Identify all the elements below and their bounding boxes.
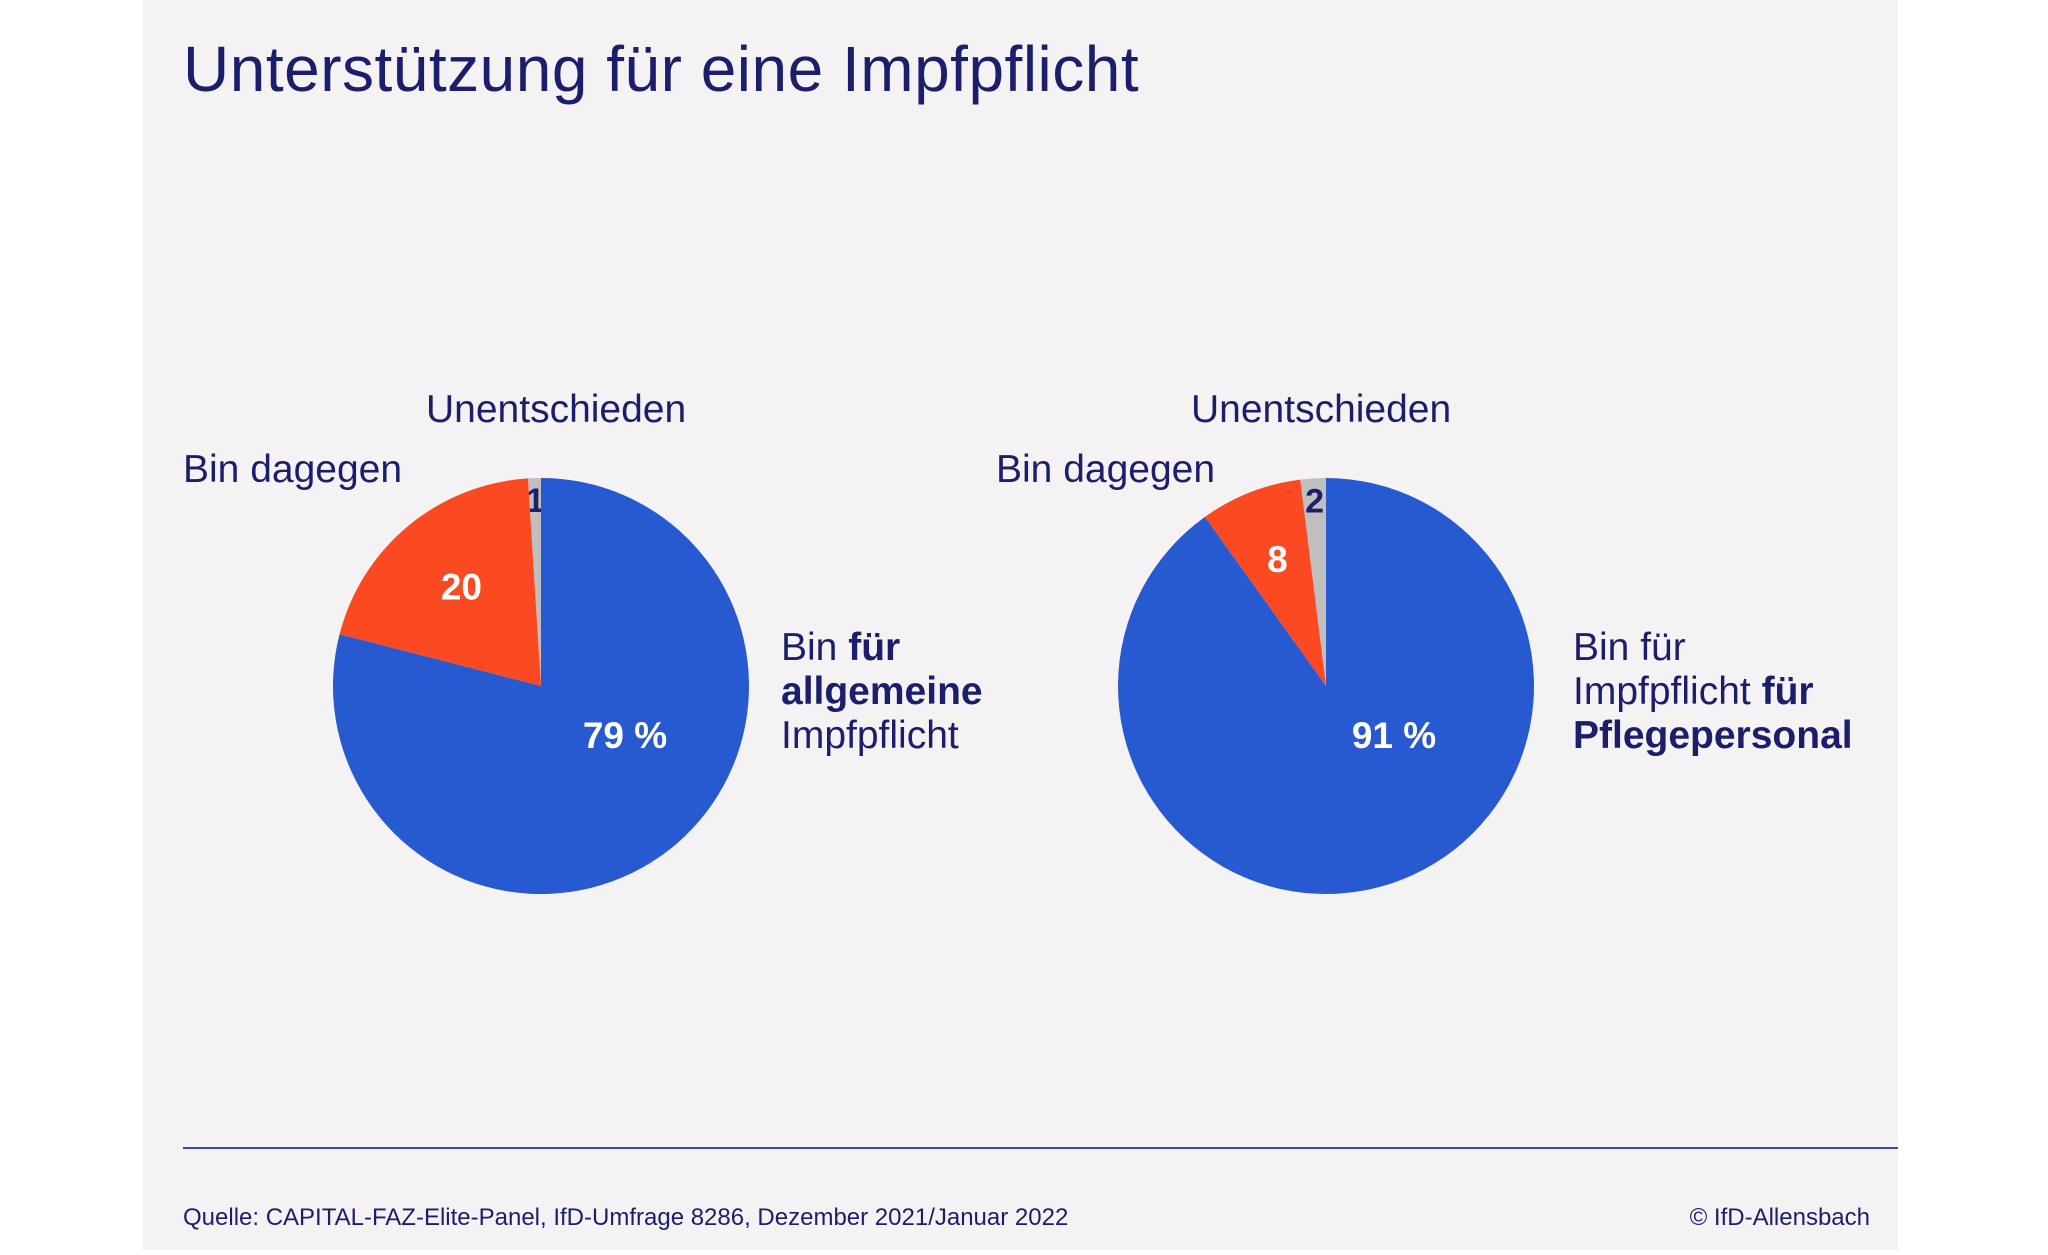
value-label-against: 8: [1267, 539, 1288, 580]
description-line: Impfpflicht für: [1573, 670, 1853, 714]
source-note: Quelle: CAPITAL-FAZ-Elite-Panel, IfD-Umf…: [183, 1204, 1069, 1231]
value-label-undecided: 2: [1305, 482, 1324, 520]
description-text: für: [1761, 670, 1814, 713]
description-text: Bin für: [1573, 626, 1686, 669]
against-label-left: Bin dagegen: [183, 448, 403, 491]
pie-slice-undecided: [1300, 478, 1326, 686]
pie-slice-against: [1204, 479, 1326, 686]
description-text: Impfpflicht: [781, 714, 959, 757]
value-label-against: 20: [441, 567, 482, 608]
description-text: Impfpflicht: [1573, 670, 1762, 713]
undecided-label-right: Unentschieden: [1191, 388, 1452, 431]
value-label-for: 79 %: [583, 715, 667, 756]
description-text: Bin: [781, 626, 849, 669]
pie-description-care-staff: Bin für Impfpflicht für Pflegepersonal: [1573, 626, 1853, 758]
copyright-note: © IfD-Allensbach: [1689, 1204, 1870, 1231]
pie-chart-care-staff: 28 91 %: [1118, 478, 1534, 895]
description-line: Bin für: [1573, 626, 1853, 670]
description-line: Pflegepersonal: [1573, 714, 1853, 758]
chart-title: Unterstützung für eine Impfpflicht: [183, 33, 1140, 105]
description-text: für: [848, 626, 901, 669]
chart-slide: Unterstützung für eine Impfpflicht 1 20 79…: [143, 0, 1898, 1250]
footer-divider: [183, 1147, 1898, 1149]
pie-slice-for: [1118, 478, 1534, 895]
pie-slice-against: [339, 478, 541, 686]
pie-chart-general: 1 20 79 %: [333, 478, 750, 895]
pie-charts: 1 20 79 % 28 91 %: [333, 478, 1534, 895]
pie-slice-undecided: [527, 478, 541, 686]
value-label-undecided: 1: [526, 482, 545, 520]
value-label-for: 91 %: [1352, 715, 1436, 756]
undecided-label-left: Unentschieden: [426, 388, 687, 431]
description-line: Bin für: [781, 626, 983, 670]
description-text: Pflegepersonal: [1573, 714, 1853, 757]
pie-description-general: Bin für allgemeine Impfpflicht: [781, 626, 983, 758]
description-line: Impfpflicht: [781, 714, 983, 758]
description-line: allgemeine: [781, 670, 983, 714]
description-text: allgemeine: [781, 670, 983, 713]
pie-slice-for: [333, 478, 750, 895]
against-label-right: Bin dagegen: [996, 448, 1216, 491]
